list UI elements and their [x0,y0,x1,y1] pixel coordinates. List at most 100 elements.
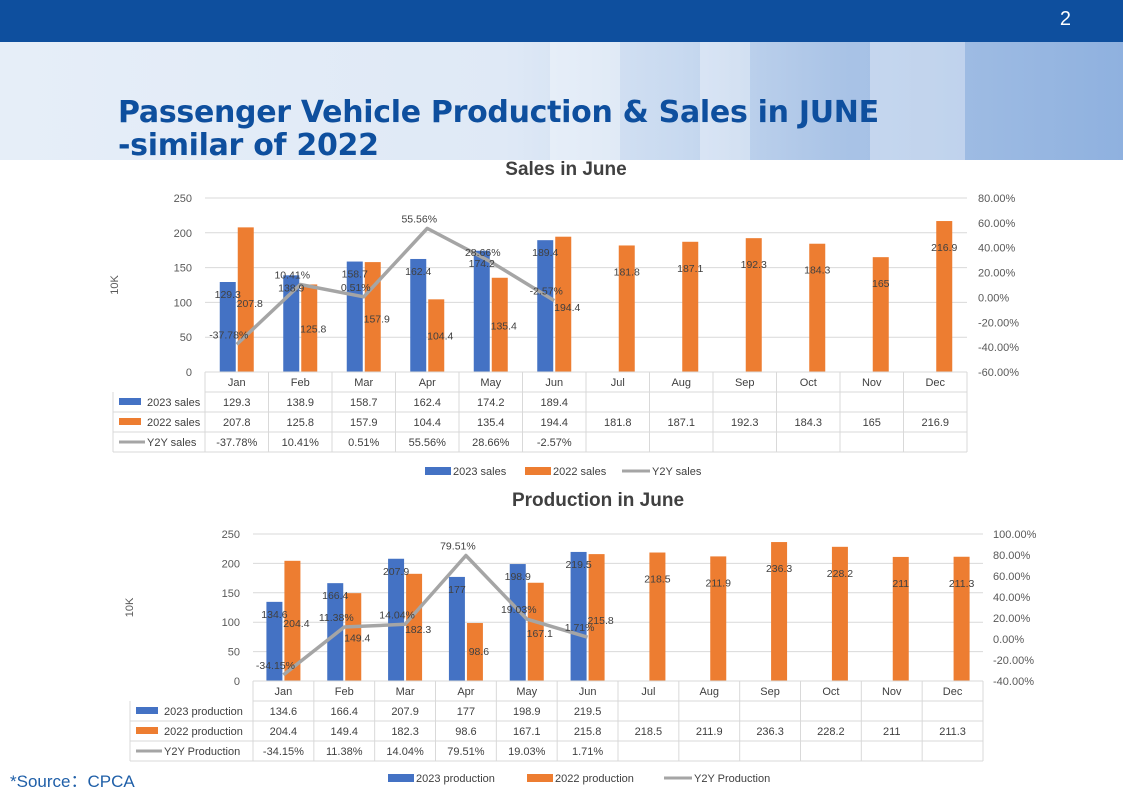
table-cell: 19.03% [508,746,546,758]
bar-data-label: 134.6 [261,609,287,621]
legend-swatch [425,467,451,475]
y2-tick-label: 80.00% [993,550,1031,562]
bar-data-label: 158.7 [342,269,368,281]
bar-data-label: 177 [448,584,466,596]
y2-tick-label: -20.00% [993,655,1034,667]
x-tick-label: Jul [641,686,655,698]
table-cell: 14.04% [386,746,424,758]
line-data-label: -37.78% [209,329,248,341]
bar-2023-production [509,564,526,681]
x-tick-label: May [516,686,537,698]
y-tick-label: 150 [174,263,192,275]
bar-data-label: 165 [872,278,890,290]
table-cell: 192.3 [731,417,759,429]
y2-tick-label: 20.00% [978,268,1016,280]
bar-data-label: 182.3 [405,624,431,636]
bar-data-label: 135.4 [491,321,517,333]
table-cell: 158.7 [350,397,378,409]
table-cell: -37.78% [216,437,257,449]
table-row-header: Y2Y sales [147,437,197,449]
table-cell: 138.9 [286,397,314,409]
table-cell: 10.41% [282,437,320,449]
bar-2022-sales [682,241,699,372]
y-tick-label: 100 [174,297,192,309]
table-cell: 194.4 [540,417,568,429]
bar-2022-sales [301,284,318,372]
y-tick-label: 200 [222,558,240,570]
x-tick-label: Nov [882,686,902,698]
line-data-label: 0.51% [341,282,371,294]
y2-tick-label: -60.00% [978,367,1019,379]
table-cell: 182.3 [391,726,419,738]
bar-2023-sales [219,282,236,372]
bar-2023-production [570,551,587,681]
bar-2022-production [953,556,970,681]
bar-data-label: 192.3 [741,259,767,271]
y2-tick-label: -40.00% [978,342,1019,354]
x-tick-label: Aug [671,377,691,389]
bar-data-label: 184.3 [804,265,830,277]
table-cell: 125.8 [286,417,314,429]
bar-2023-sales [410,258,427,372]
table-cell: 207.9 [391,706,419,718]
bar-data-label: 211 [892,578,909,590]
band-strip [700,42,750,160]
line-data-label: 11.38% [319,612,354,624]
bar-2023-sales [473,250,490,372]
x-tick-label: Jan [228,377,246,389]
table-cell: 167.1 [513,726,541,738]
table-cell: 162.4 [413,397,441,409]
bar-data-label: 236.3 [766,563,792,575]
bar-2022-production [892,556,909,681]
bar-data-label: 211.3 [949,578,975,590]
legend-key [136,727,158,734]
x-tick-label: Mar [354,377,373,389]
table-cell: 11.38% [326,746,363,758]
bar-data-label: 129.3 [215,289,241,301]
y2y-line [282,553,589,677]
bar-data-label: 138.9 [278,282,304,294]
bar-data-label: 207.8 [237,298,263,310]
bar-2022-sales [809,243,826,372]
x-tick-label: Feb [335,686,354,698]
legend-label: 2022 production [555,773,634,785]
band-strip [550,42,620,160]
table-cell: 135.4 [477,417,505,429]
bar-data-label: 219.5 [565,559,591,571]
bar-2022-production [831,546,848,681]
bar-2022-sales [237,227,254,372]
legend-swatch [527,774,553,782]
table-cell: 216.9 [921,417,949,429]
y2-tick-label: -40.00% [993,676,1034,688]
bar-2022-sales [428,299,445,372]
table-cell: 79.51% [447,746,485,758]
legend-key [136,707,158,714]
x-tick-label: May [480,377,501,389]
bar-2023-production [448,576,465,681]
y-tick-label: 150 [222,588,240,600]
bar-data-label: 215.8 [587,615,613,627]
line-data-label: 79.51% [440,541,476,553]
legend-label: 2023 sales [453,466,507,478]
table-cell: 0.51% [348,437,379,449]
y2-tick-label: 100.00% [993,529,1037,541]
band-strip [870,42,965,160]
table-row-header: 2022 sales [147,417,201,429]
table-cell: 174.2 [477,397,505,409]
table-cell: 215.8 [574,726,602,738]
y2-tick-label: 40.00% [978,243,1016,255]
legend-swatch [525,467,551,475]
y-axis-label: 10K [109,275,121,295]
table-cell: 204.4 [270,726,298,738]
x-tick-label: Oct [800,377,817,389]
y2-tick-label: 20.00% [993,613,1031,625]
table-cell: 129.3 [223,397,251,409]
bar-data-label: 187.1 [677,263,703,275]
bar-data-label: 166.4 [322,590,348,602]
table-row-header: 2023 sales [147,397,201,409]
table-cell: 166.4 [330,706,358,718]
legend-label: 2022 sales [553,466,607,478]
bar-data-label: 125.8 [300,324,326,336]
line-data-label: 19.03% [501,604,537,616]
y-tick-label: 250 [174,193,192,205]
